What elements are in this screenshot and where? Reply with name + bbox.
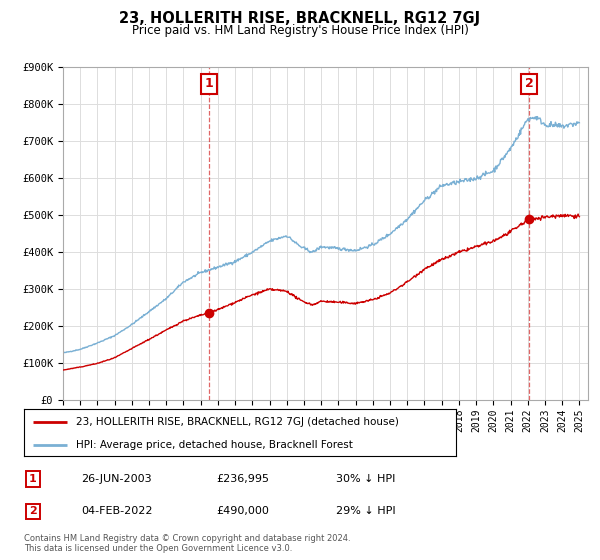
Text: 1: 1 bbox=[29, 474, 37, 484]
Text: HPI: Average price, detached house, Bracknell Forest: HPI: Average price, detached house, Brac… bbox=[76, 440, 353, 450]
Text: Contains HM Land Registry data © Crown copyright and database right 2024.
This d: Contains HM Land Registry data © Crown c… bbox=[24, 534, 350, 553]
Text: £236,995: £236,995 bbox=[216, 474, 269, 484]
Text: 2: 2 bbox=[29, 506, 37, 516]
Text: 30% ↓ HPI: 30% ↓ HPI bbox=[336, 474, 395, 484]
Text: 1: 1 bbox=[205, 77, 214, 90]
Text: £490,000: £490,000 bbox=[216, 506, 269, 516]
Text: 23, HOLLERITH RISE, BRACKNELL, RG12 7GJ (detached house): 23, HOLLERITH RISE, BRACKNELL, RG12 7GJ … bbox=[76, 417, 399, 427]
Text: 04-FEB-2022: 04-FEB-2022 bbox=[81, 506, 152, 516]
Text: 23, HOLLERITH RISE, BRACKNELL, RG12 7GJ: 23, HOLLERITH RISE, BRACKNELL, RG12 7GJ bbox=[119, 11, 481, 26]
Text: Price paid vs. HM Land Registry's House Price Index (HPI): Price paid vs. HM Land Registry's House … bbox=[131, 24, 469, 37]
Text: 26-JUN-2003: 26-JUN-2003 bbox=[81, 474, 152, 484]
Text: 29% ↓ HPI: 29% ↓ HPI bbox=[336, 506, 395, 516]
Text: 2: 2 bbox=[525, 77, 533, 90]
